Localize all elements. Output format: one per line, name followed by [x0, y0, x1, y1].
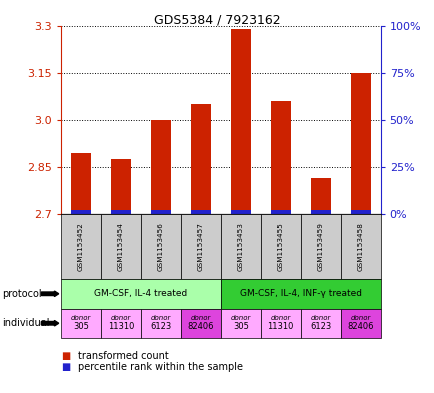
Text: transformed count: transformed count [78, 351, 169, 361]
Text: donor: donor [110, 315, 131, 321]
Text: percentile rank within the sample: percentile rank within the sample [78, 362, 243, 373]
Text: 11310: 11310 [107, 322, 134, 331]
Text: individual: individual [2, 318, 49, 328]
Bar [270, 210, 290, 214]
Text: ■: ■ [61, 351, 70, 361]
Text: GSM1153457: GSM1153457 [197, 222, 203, 271]
Text: GSM1153455: GSM1153455 [277, 222, 283, 271]
Text: donor: donor [71, 315, 91, 321]
Text: GDS5384 / 7923162: GDS5384 / 7923162 [154, 14, 280, 27]
Text: GM-CSF, IL-4 treated: GM-CSF, IL-4 treated [94, 289, 187, 298]
Text: 82406: 82406 [187, 322, 214, 331]
Bar [151, 210, 171, 214]
Text: donor: donor [190, 315, 210, 321]
Text: donor: donor [150, 315, 171, 321]
Text: donor: donor [230, 315, 250, 321]
Bar [350, 210, 370, 214]
Text: GSM1153454: GSM1153454 [118, 222, 124, 271]
Bar [350, 73, 370, 214]
Bar [310, 210, 330, 214]
Text: donor: donor [270, 315, 290, 321]
Text: 305: 305 [73, 322, 89, 331]
Text: GM-CSF, IL-4, INF-γ treated: GM-CSF, IL-4, INF-γ treated [239, 289, 361, 298]
Text: protocol: protocol [2, 289, 42, 299]
Bar [191, 104, 210, 214]
Text: 11310: 11310 [267, 322, 293, 331]
Bar [71, 210, 91, 214]
Text: 6123: 6123 [150, 322, 171, 331]
Bar [191, 210, 210, 214]
Text: GSM1153456: GSM1153456 [158, 222, 164, 271]
Text: GSM1153452: GSM1153452 [78, 222, 84, 271]
Text: donor: donor [350, 315, 370, 321]
Bar [151, 120, 171, 214]
Bar [270, 101, 290, 214]
Text: ■: ■ [61, 362, 70, 373]
Text: 82406: 82406 [347, 322, 373, 331]
Bar [111, 210, 131, 214]
Text: donor: donor [310, 315, 330, 321]
Bar [310, 178, 330, 214]
Bar [71, 153, 91, 214]
Text: 6123: 6123 [309, 322, 331, 331]
Text: 305: 305 [232, 322, 248, 331]
Bar [230, 29, 250, 214]
Bar [230, 210, 250, 214]
Text: GSM1153458: GSM1153458 [357, 222, 363, 271]
Bar [111, 159, 131, 214]
Text: GSM1153459: GSM1153459 [317, 222, 323, 271]
Text: GSM1153453: GSM1153453 [237, 222, 243, 271]
